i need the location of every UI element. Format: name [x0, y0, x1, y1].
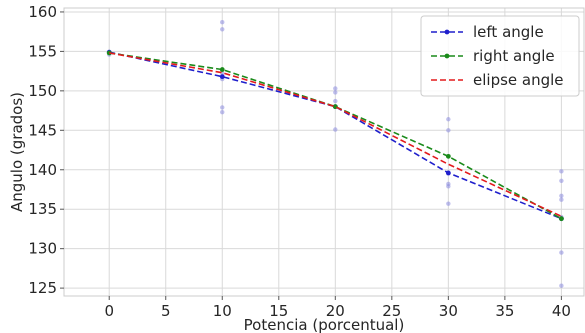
x-tick-label: 25: [382, 302, 401, 320]
y-tick-label: 140: [28, 161, 57, 179]
y-axis-label: Angulo (grados): [8, 92, 26, 212]
x-tick-label: 30: [439, 302, 458, 320]
y-tick-label: 125: [28, 279, 57, 297]
y-tick-label: 145: [28, 121, 57, 139]
scatter-point: [333, 127, 338, 132]
scatter-point: [220, 20, 225, 25]
scatter-point: [220, 109, 225, 115]
scatter-point: [559, 193, 564, 198]
series-point: [219, 67, 225, 72]
series-point: [445, 170, 451, 176]
scatter-point: [446, 184, 451, 189]
series-line: [109, 51, 562, 220]
y-tick-label: 160: [28, 3, 57, 21]
legend-label: left angle: [473, 23, 544, 41]
y-tick-label: 150: [28, 82, 57, 100]
scatter-point: [446, 117, 451, 122]
legend-label: right angle: [473, 47, 555, 65]
series-line: [109, 52, 562, 220]
y-tick-label: 155: [28, 42, 57, 60]
x-tick-label: 15: [269, 302, 288, 320]
scatter-point: [220, 27, 225, 32]
series-point: [219, 74, 225, 80]
scatter-point: [333, 98, 338, 104]
x-axis-label: Potencia (porcentual): [244, 316, 405, 333]
scatter-point: [559, 197, 564, 202]
legend: left angle right angle elipse angle: [420, 15, 580, 97]
series-point: [445, 153, 451, 159]
series-point: [558, 216, 564, 222]
series-line: [109, 52, 562, 218]
x-tick-label: 0: [104, 302, 114, 320]
scatter-point: [333, 86, 338, 91]
grid: [64, 8, 584, 296]
series-lines: [106, 49, 564, 222]
scatter-point: [446, 201, 451, 206]
x-tick-label: 20: [326, 302, 345, 320]
scatter-point: [559, 250, 564, 255]
scatter-point: [559, 169, 564, 174]
legend-marker: [444, 53, 450, 59]
scatter-point: [559, 283, 564, 288]
legend-box: [420, 15, 580, 97]
y-tick-label: 135: [28, 200, 57, 218]
legend-marker: [444, 29, 450, 35]
x-tick-labels: 0 5 10 15 20 25 30 35 40: [104, 296, 571, 320]
scatter-point: [559, 178, 564, 183]
scatter-point: [446, 128, 451, 133]
plot-frame: [63, 7, 585, 297]
legend-label: elipse angle: [473, 71, 564, 89]
x-tick-label: 5: [161, 302, 171, 320]
x-tick-label: 10: [213, 302, 232, 320]
y-tick-label: 130: [28, 240, 57, 258]
x-tick-label: 35: [495, 302, 514, 320]
y-tick-labels: 125 130 135 140 145 150 155 160: [28, 3, 64, 297]
scatter-point: [220, 105, 225, 110]
x-tick-label: 40: [552, 302, 571, 320]
scatter-point: [333, 90, 338, 95]
